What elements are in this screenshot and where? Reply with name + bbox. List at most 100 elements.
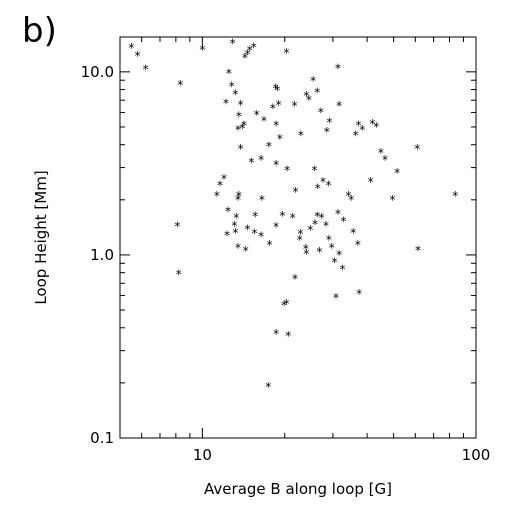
data-point: *	[297, 227, 304, 241]
data-point: *	[275, 98, 282, 112]
data-point: *	[237, 98, 244, 112]
data-point: *	[260, 114, 267, 128]
plot-frame-group	[119, 36, 477, 439]
data-point: *	[258, 153, 265, 167]
y-tick-label: 10.0	[81, 63, 114, 81]
data-point: *	[253, 108, 260, 122]
data-point: *	[266, 238, 273, 252]
data-point: *	[316, 245, 323, 259]
data-point: *	[142, 62, 149, 76]
data-point: *	[302, 242, 309, 256]
tick-marks-group	[119, 37, 477, 439]
data-point: *	[273, 158, 280, 172]
data-point: *	[350, 226, 357, 240]
data-point: *	[265, 140, 272, 154]
data-point: *	[276, 132, 283, 146]
data-point: *	[225, 66, 232, 80]
data-point: *	[328, 241, 335, 255]
data-point: *	[235, 110, 242, 124]
data-point: *	[359, 123, 366, 137]
data-point: *	[233, 211, 240, 225]
data-point: *	[273, 327, 280, 341]
data-point: *	[250, 40, 257, 54]
data-point: *	[289, 211, 296, 225]
data-point: *	[305, 93, 312, 107]
x-tick-label: 10	[193, 446, 212, 464]
data-point: *	[242, 244, 249, 258]
data-point: *	[220, 172, 227, 186]
data-point: *	[356, 287, 363, 301]
data-point: *	[310, 74, 317, 88]
data-point: *	[331, 255, 338, 269]
data-point: *	[394, 166, 401, 180]
data-point: *	[177, 78, 184, 92]
y-tick-label: 0.1	[90, 429, 114, 447]
data-point: *	[335, 99, 342, 113]
data-point: *	[222, 97, 229, 111]
data-point: *	[369, 117, 376, 131]
data-point: *	[244, 48, 251, 62]
data-point: *	[228, 80, 235, 94]
data-point: *	[241, 51, 248, 65]
data-point: *	[273, 118, 280, 132]
data-point: *	[283, 297, 290, 311]
data-point: *	[283, 163, 290, 177]
data-point: *	[334, 62, 341, 76]
x-axis-title: Average B along loop [G]	[204, 480, 392, 498]
data-point: *	[272, 82, 279, 96]
data-point: *	[389, 193, 396, 207]
data-point: *	[223, 228, 230, 242]
data-point: *	[232, 226, 239, 240]
data-point: *	[232, 88, 239, 102]
data-point: *	[229, 36, 236, 50]
data-point: *	[258, 230, 265, 244]
data-point: *	[352, 128, 359, 142]
data-point: *	[307, 223, 314, 237]
data-point: *	[285, 329, 292, 343]
plot-frame	[119, 36, 477, 439]
data-point: *	[326, 115, 333, 129]
data-point: *	[199, 43, 206, 57]
data-point: *	[335, 248, 342, 262]
data-point: *	[367, 175, 374, 189]
data-point: *	[291, 272, 298, 286]
data-point: *	[348, 193, 355, 207]
data-point: *	[314, 210, 321, 224]
data-point: *	[248, 155, 255, 169]
x-tick-label: 100	[462, 446, 491, 464]
data-point: *	[240, 118, 247, 132]
data-point: *	[235, 189, 242, 203]
data-point: *	[174, 219, 181, 233]
data-point: *	[244, 222, 251, 236]
data-point: *	[322, 219, 329, 233]
data-point: *	[354, 238, 361, 252]
data-point: *	[231, 219, 238, 233]
data-point: *	[452, 189, 459, 203]
y-axis-title: Loop Height [Mm]	[32, 170, 50, 304]
data-point: *	[128, 41, 135, 55]
data-point: *	[269, 102, 276, 116]
data-point: *	[234, 241, 241, 255]
data-point: *	[377, 146, 384, 160]
data-point: *	[311, 163, 318, 177]
panel-label: b)	[22, 11, 57, 51]
data-point: *	[339, 263, 346, 277]
data-point: *	[414, 243, 421, 257]
data-point: *	[323, 125, 330, 139]
data-point: *	[234, 193, 241, 207]
y-tick-label: 1.0	[90, 246, 114, 264]
data-point: *	[246, 43, 253, 57]
data-point: *	[373, 120, 380, 134]
data-point: *	[325, 178, 332, 192]
data-point: *	[303, 89, 310, 103]
data-points-group: **** ***** ******* ***** ****** *** * *********…	[128, 36, 459, 394]
tick-labels-group: 10 100 0.1 1.0 10.0	[81, 63, 491, 464]
data-point: *	[311, 217, 318, 231]
data-point: *	[314, 86, 321, 100]
data-point: *	[334, 207, 341, 221]
data-point: *	[381, 153, 388, 167]
data-point: *	[340, 215, 347, 229]
data-point: *	[283, 46, 290, 60]
data-point: *	[224, 204, 231, 218]
